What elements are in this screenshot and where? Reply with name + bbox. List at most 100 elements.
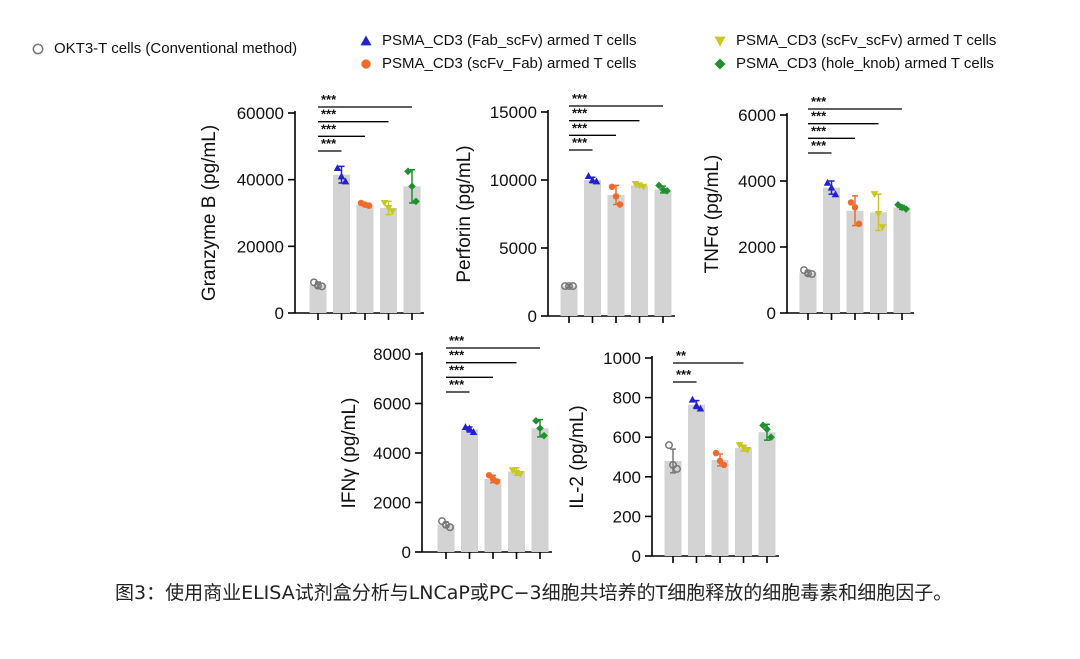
legend-marker-shape [361, 58, 371, 69]
data-point [341, 177, 350, 185]
legend-marker-icon [360, 35, 372, 45]
data-point [696, 404, 705, 412]
y-tick-label: 4000 [738, 172, 776, 191]
y-tick-label: 5000 [499, 239, 537, 258]
bar [711, 459, 729, 556]
data-point [412, 197, 420, 206]
data-point [584, 172, 593, 179]
y-tick-label: 6000 [373, 395, 411, 414]
data-point [673, 464, 681, 473]
legend-marker-shape [32, 43, 44, 54]
bar [531, 428, 549, 552]
legend-label: PSMA_CD3 (scFv_Fab) armed T cells [382, 55, 637, 72]
data-point [743, 447, 752, 454]
y-tick-label: 20000 [237, 237, 284, 256]
data-point [894, 200, 902, 209]
legend-label: PSMA_CD3 (Fab_scFv) armed T cells [382, 32, 637, 49]
data-point [851, 204, 859, 211]
data-point [712, 449, 720, 457]
data-point [878, 224, 887, 231]
legend-label: PSMA_CD3 (scFv_scFv) armed T cells [736, 32, 997, 49]
data-point [767, 433, 775, 441]
bar [560, 286, 578, 316]
y-tick-label: 0 [275, 304, 284, 323]
y-tick-label: 0 [767, 304, 776, 323]
bar [584, 180, 601, 316]
significance-label: *** [572, 106, 588, 121]
y-tick-label: 800 [613, 389, 641, 408]
y-tick-label: 15000 [490, 103, 537, 122]
y-tick-label: 4000 [373, 444, 411, 463]
data-point [508, 467, 517, 475]
bar [333, 174, 350, 313]
data-point [692, 401, 701, 409]
data-point [446, 523, 454, 532]
significance-label: *** [811, 138, 827, 153]
bar [356, 204, 374, 313]
data-point [804, 269, 812, 278]
data-point [408, 182, 416, 191]
y-axis-label: IFNγ (pg/mL) [339, 398, 360, 509]
data-point [536, 424, 544, 433]
y-tick-label: 8000 [373, 345, 411, 364]
bar [403, 186, 421, 313]
significance-label: *** [321, 136, 337, 151]
data-point [365, 202, 373, 209]
legend-marker-shape [360, 35, 372, 45]
data-point [465, 424, 474, 432]
data-point [831, 190, 840, 198]
legend-item: OKT3-T cells (Conventional method) [30, 40, 297, 57]
legend-label: PSMA_CD3 (hole_knob) armed T cells [736, 55, 994, 72]
bar [664, 460, 682, 556]
data-point [565, 282, 573, 291]
data-point [739, 445, 748, 452]
y-axis-label: IL-2 (pg/mL) [567, 405, 588, 508]
bar [380, 208, 397, 313]
bar [508, 471, 525, 552]
data-point [540, 431, 548, 440]
data-point [827, 183, 836, 191]
significance-label: *** [321, 92, 337, 107]
figure-caption: 图3：使用商业ELISA试剂盒分析与LNCaP或PC−3细胞共培养的T细胞释放的… [115, 582, 953, 604]
data-point [616, 201, 624, 208]
data-point [438, 517, 446, 526]
y-tick-label: 400 [613, 468, 641, 487]
data-point [720, 461, 728, 469]
data-point [384, 204, 393, 212]
significance-label: *** [572, 91, 588, 106]
legend-marker-icon [32, 43, 44, 54]
data-point [380, 199, 389, 207]
y-tick-label: 10000 [490, 171, 537, 190]
data-point [847, 199, 855, 206]
significance-label: *** [811, 94, 827, 109]
data-point [874, 210, 883, 218]
legend-marker-icon [714, 58, 726, 69]
bar [607, 194, 625, 316]
legend-marker-icon [714, 36, 726, 46]
significance-label: *** [449, 362, 465, 377]
data-point [532, 417, 540, 425]
bar [735, 448, 752, 556]
data-point [592, 177, 601, 185]
y-tick-label: 60000 [237, 104, 284, 123]
data-point [655, 181, 663, 190]
y-tick-label: 0 [632, 547, 641, 566]
data-point [669, 460, 677, 469]
data-point [663, 187, 671, 195]
y-axis-label: Perforin (pg/mL) [454, 145, 475, 282]
bar [437, 524, 455, 552]
data-point [608, 183, 616, 191]
chart-legend: OKT3-T cells (Conventional method) PSMA_C… [0, 0, 1080, 90]
data-point [759, 421, 767, 430]
y-tick-label: 40000 [237, 171, 284, 190]
data-point [388, 208, 397, 216]
data-point [469, 428, 478, 436]
data-point [763, 425, 771, 434]
data-point [659, 185, 667, 194]
bar [823, 187, 840, 313]
legend-marker-shape [714, 58, 726, 69]
